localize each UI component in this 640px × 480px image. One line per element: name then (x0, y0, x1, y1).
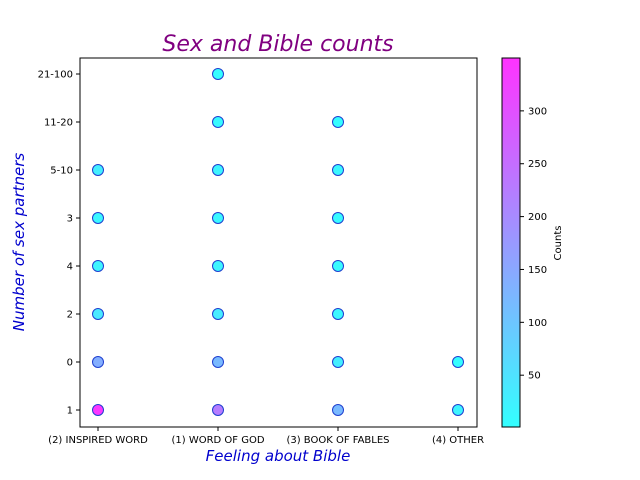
data-point (212, 356, 224, 368)
colorbar-ticks: 50 100 150 200 250 300 (520, 106, 547, 382)
colorbar-label: Counts (553, 226, 564, 261)
data-point (212, 404, 224, 416)
colorbar-tick-label: 200 (528, 212, 547, 223)
y-tick-label: 4 (67, 262, 73, 273)
data-point (212, 164, 224, 176)
y-tick-label: 11-20 (44, 118, 73, 129)
data-point (332, 164, 344, 176)
data-point (332, 116, 344, 128)
data-point (92, 404, 104, 416)
data-point (332, 260, 344, 272)
colorbar-tick-label: 250 (528, 159, 547, 170)
data-point (332, 404, 344, 416)
y-tick-label: 1 (67, 406, 73, 417)
x-axis-ticks: (2) INSPIRED WORD (1) WORD OF GOD (3) BOOK… (48, 427, 484, 446)
data-point (212, 68, 224, 80)
colorbar-tick-label: 300 (528, 106, 547, 117)
x-axis-title: Feeling about Bible (206, 447, 351, 465)
data-point (212, 116, 224, 128)
colorbar-tick-label: 150 (528, 265, 547, 276)
y-tick-label: 0 (67, 358, 73, 369)
chart-title: Sex and Bible counts (162, 32, 393, 57)
data-point (92, 164, 104, 176)
data-point (332, 356, 344, 368)
y-tick-label: 3 (67, 214, 73, 225)
y-axis-ticks: 1 0 2 4 3 5-10 11-20 21-100 (38, 70, 80, 417)
colorbar (501, 57, 521, 428)
data-point (92, 212, 104, 224)
data-point (92, 308, 104, 320)
x-tick-label: (2) INSPIRED WORD (48, 435, 148, 446)
data-point (92, 356, 104, 368)
x-tick-label: (1) WORD OF GOD (171, 435, 264, 446)
y-tick-label: 21-100 (38, 70, 73, 81)
y-axis-title: Number of sex partners (10, 153, 28, 332)
data-point (92, 260, 104, 272)
data-point (212, 212, 224, 224)
plot-area (79, 57, 478, 428)
data-point (212, 308, 224, 320)
x-tick-label: (3) BOOK OF FABLES (286, 435, 389, 446)
data-point (212, 260, 224, 272)
data-point (332, 212, 344, 224)
data-point (452, 356, 464, 368)
data-point (452, 404, 464, 416)
x-tick-label: (4) OTHER (432, 435, 484, 446)
y-tick-label: 2 (67, 310, 73, 321)
data-point (332, 308, 344, 320)
colorbar-tick-label: 100 (528, 318, 547, 329)
data-points (92, 68, 464, 416)
y-tick-label: 5-10 (50, 166, 73, 177)
colorbar-tick-label: 50 (528, 371, 541, 382)
